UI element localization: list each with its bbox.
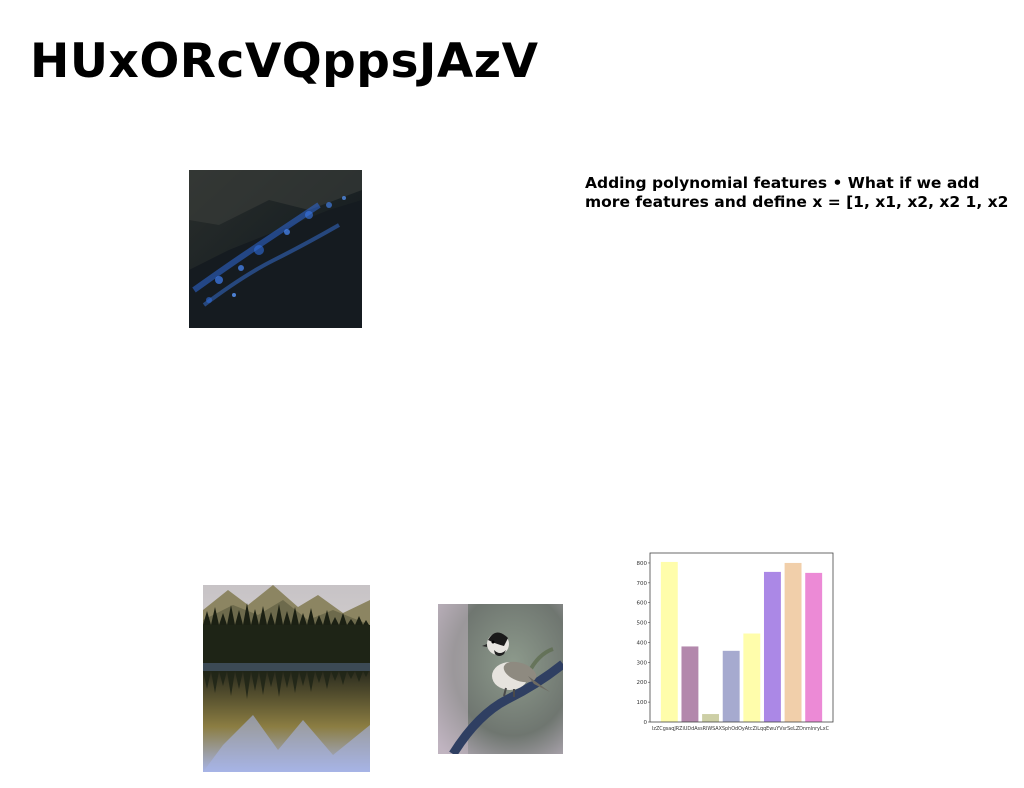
page-title: HUxORcVQppsJAzV (30, 34, 539, 89)
bars (660, 561, 823, 722)
y-tick-label: 200 (637, 680, 648, 686)
y-tick-label: 700 (637, 581, 648, 587)
bar-SeLZD (784, 562, 802, 722)
y-axis: 0 100 200 300 400 500 600 700 800 (637, 561, 650, 726)
lake-photo (203, 585, 370, 772)
bar-IzZCgsaqJ (660, 561, 678, 722)
bar-nmlnryLxC (805, 572, 823, 722)
forest-photo (189, 170, 362, 328)
y-tick-label: 400 (637, 640, 648, 646)
bar-AXSphOdO (722, 650, 740, 722)
y-tick-label: 800 (637, 561, 648, 567)
text-line: Adding polynomial features • What if we … (585, 174, 980, 192)
y-tick-label: 600 (637, 601, 648, 607)
y-tick-label: 100 (637, 700, 648, 706)
x-tick-labels: IzZCgsaqJRZiUDdAssRlWSAXSphOdOyAtcZiLqqE… (652, 726, 829, 732)
bar-chart-svg: 0 100 200 300 400 500 600 700 800 IzZCgsaqJRZiUD… (637, 552, 834, 732)
text-line: more features and define x = [1, x1, x2,… (585, 193, 1009, 211)
plot-frame (649, 552, 834, 723)
text-paragraph: Adding polynomial features • What if we … (585, 174, 1024, 212)
bird-photo (438, 604, 563, 754)
bar-RZiUDd (681, 646, 699, 722)
bar-AtcZi (743, 633, 761, 722)
bar-AssRlWS (702, 714, 720, 722)
bar-LqqEwuYVsr (763, 571, 781, 722)
bar-chart: 0 100 200 300 400 500 600 700 800 IzZCgsaqJRZiUD… (628, 548, 838, 738)
y-tick-label: 300 (637, 660, 648, 666)
y-tick-label: 0 (644, 720, 648, 726)
y-tick-label: 500 (637, 621, 648, 627)
